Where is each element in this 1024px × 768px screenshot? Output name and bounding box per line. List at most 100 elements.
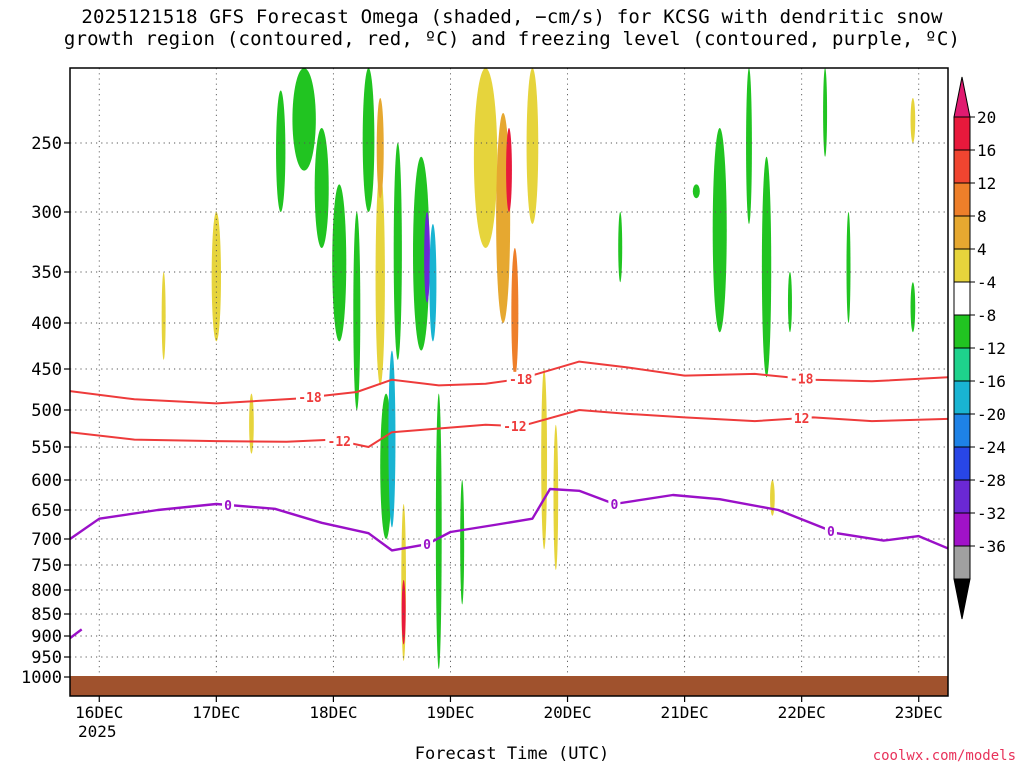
contour-label-bg xyxy=(506,371,535,386)
contour-label: 0 xyxy=(827,525,835,540)
y-tick-label: 1000 xyxy=(21,668,62,688)
colorbar-swatch xyxy=(953,215,971,250)
contour-label-bg xyxy=(500,419,529,434)
contour-freezing xyxy=(70,487,948,552)
y-tick-label: 800 xyxy=(31,581,62,601)
omega-cell xyxy=(526,68,539,224)
contour-minus18 xyxy=(70,360,948,405)
contour-label: -18 xyxy=(790,373,814,388)
grid xyxy=(70,68,948,696)
colorbar-swatch xyxy=(953,347,971,382)
contour-label-bg xyxy=(824,523,837,538)
title-line-2: growth region (contoured, red, ºC) and f… xyxy=(63,28,961,50)
omega-cell xyxy=(353,212,361,410)
colorbar-label: -36 xyxy=(977,537,1006,556)
omega-cell xyxy=(692,184,700,199)
colorbar-swatch xyxy=(953,380,971,415)
omega-cell xyxy=(314,128,329,248)
credit-link[interactable]: coolwx.com/models xyxy=(872,748,1016,764)
colorbar-swatch xyxy=(953,314,971,349)
colorbar-label: 4 xyxy=(977,240,987,259)
colorbar-label: -28 xyxy=(977,471,1006,490)
x-tick-label: 18DEC xyxy=(309,703,357,722)
colorbar-swatch xyxy=(953,545,971,580)
x-tick-label: 23DEC xyxy=(895,703,943,722)
contour-label-bg xyxy=(608,497,621,511)
y-tick-label: 700 xyxy=(31,530,62,550)
title-line-1: 2025121518 GFS Forecast Omega (shaded, −… xyxy=(81,6,943,28)
colorbar-label: 20 xyxy=(977,108,996,127)
omega-cell xyxy=(413,156,430,351)
omega-cell xyxy=(541,369,548,550)
omega-cell xyxy=(846,212,851,323)
x-axis: 16DEC 17DEC 18DEC 19DEC 20DEC 21DEC 22DEC 23DEC… xyxy=(75,696,943,741)
contour-label: 0 xyxy=(224,499,232,514)
y-tick-label: 400 xyxy=(31,314,62,334)
contour-label: 12 xyxy=(794,412,810,427)
colorbar: 20 16 12 8 4 -4 -8 -12 -16 -20 -24 -28 -32 -36 xyxy=(953,76,1006,620)
omega-cell xyxy=(910,282,916,333)
y-tick-label: 900 xyxy=(31,627,62,647)
contour-freezing-fragment xyxy=(70,628,83,640)
omega-cell xyxy=(712,128,727,333)
omega-cell xyxy=(823,68,828,157)
contour-label-bg xyxy=(295,390,324,405)
colorbar-swatch xyxy=(953,479,971,514)
omega-cell xyxy=(770,480,775,516)
colorbar-swatch xyxy=(953,116,971,151)
omega-cell xyxy=(761,156,772,378)
x-tick-label: 21DEC xyxy=(661,703,709,722)
contour-label-bg xyxy=(787,371,816,386)
x-tick-label: 16DEC xyxy=(75,703,123,722)
omega-cell xyxy=(401,580,406,645)
colorbar-swatch xyxy=(953,149,971,184)
colorbar-swatch xyxy=(953,446,971,481)
omega-cell xyxy=(511,248,519,378)
omega-cell xyxy=(276,90,286,212)
omega-cell xyxy=(424,211,430,303)
omega-cell xyxy=(553,424,559,570)
y-tick-label: 650 xyxy=(31,501,62,521)
omega-cell xyxy=(910,98,916,143)
omega-cell xyxy=(249,393,254,454)
contour-label: -12 xyxy=(503,420,526,435)
colorbar-label: -24 xyxy=(977,438,1006,457)
y-tick-label: 950 xyxy=(31,648,62,668)
colorbar-bottom-arrow xyxy=(953,578,971,620)
omega-cell xyxy=(362,68,375,212)
y-tick-label: 350 xyxy=(31,263,62,283)
colorbar-label: -20 xyxy=(977,405,1006,424)
omega-cell xyxy=(746,68,752,224)
contour-label: -18 xyxy=(298,391,322,406)
omega-cell xyxy=(388,350,396,528)
y-tick-label: 550 xyxy=(31,438,62,458)
contour-label: -18 xyxy=(509,373,533,388)
colorbar-label: 12 xyxy=(977,174,996,193)
omega-cell xyxy=(506,128,512,212)
omega-cell xyxy=(376,98,384,199)
colorbar-label: -4 xyxy=(977,273,996,292)
y-tick-label: 450 xyxy=(31,360,62,380)
colorbar-swatch xyxy=(953,413,971,448)
colorbar-swatch xyxy=(953,248,971,283)
omega-cell xyxy=(393,143,402,360)
x-tick-label: 20DEC xyxy=(543,703,591,722)
colorbar-swatch xyxy=(953,512,971,547)
contour-label: 0 xyxy=(423,538,431,553)
y-tick-label: 850 xyxy=(31,605,62,625)
x-year-label: 2025 xyxy=(78,722,117,741)
omega-cell xyxy=(375,170,385,386)
omega-cell xyxy=(473,68,498,248)
y-tick-label: 600 xyxy=(31,471,62,491)
colorbar-label: -16 xyxy=(977,372,1006,391)
omega-cell xyxy=(161,272,166,360)
omega-cell xyxy=(460,480,465,605)
terrain-ground xyxy=(70,676,948,696)
x-axis-label: Forecast Time (UTC) xyxy=(414,744,610,764)
chart-title: 2025121518 GFS Forecast Omega (shaded, −… xyxy=(0,6,1024,50)
contour-minus12 xyxy=(70,409,948,448)
y-tick-label: 250 xyxy=(31,134,62,154)
colorbar-label: 8 xyxy=(977,207,987,226)
contour-label-bg xyxy=(421,537,434,552)
